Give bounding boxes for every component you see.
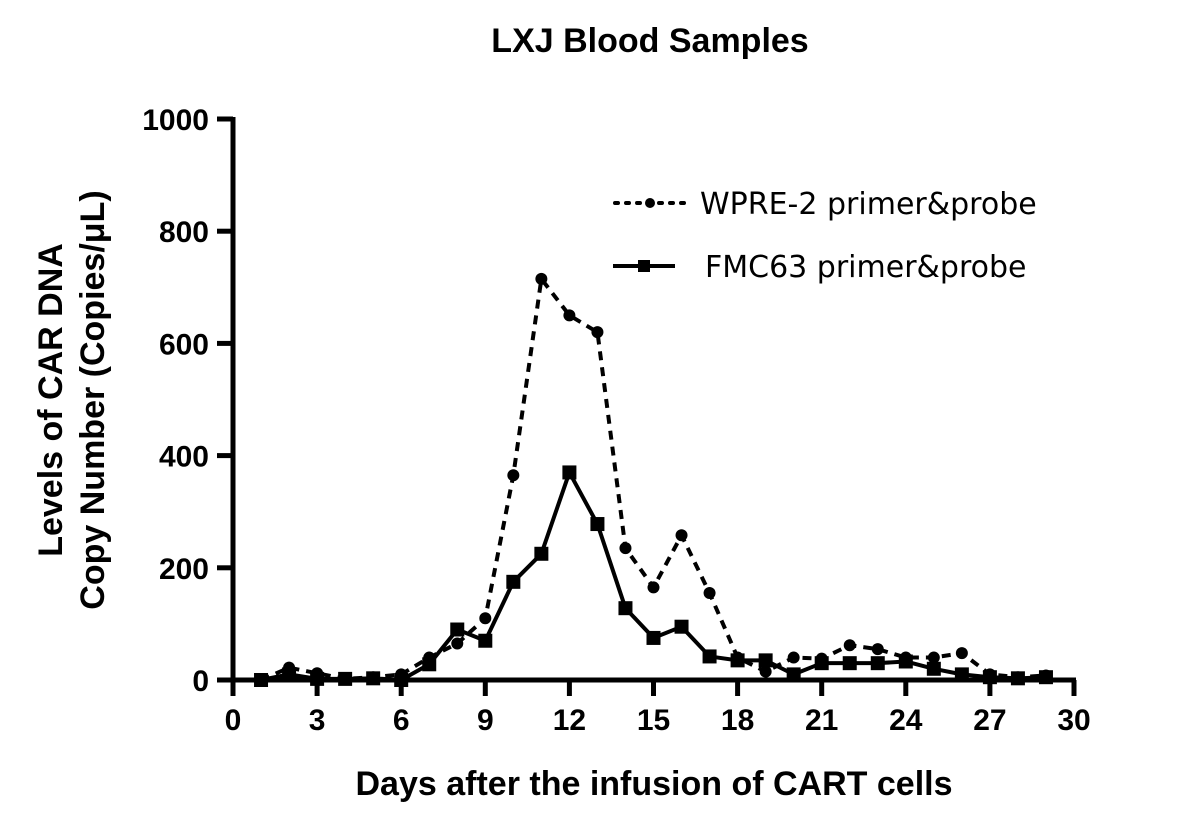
x-tick-label: 21 — [805, 704, 838, 737]
x-tick-label: 15 — [637, 704, 670, 737]
fmc63-point — [366, 671, 380, 685]
x-tick-label: 12 — [553, 704, 586, 737]
fmc63-point — [1039, 670, 1053, 684]
wpre-point — [760, 666, 772, 678]
fmc63-point — [310, 672, 324, 686]
fmc63-point — [338, 672, 352, 686]
fmc63-point — [675, 620, 689, 634]
fmc63-point — [618, 601, 632, 615]
x-tick-label: 9 — [477, 704, 494, 737]
fmc63-point — [787, 667, 801, 681]
fmc63-point — [927, 662, 941, 676]
x-tick-label: 24 — [889, 704, 923, 737]
fmc63-point — [647, 631, 661, 645]
legend-marker-wpre — [645, 198, 655, 208]
fmc63-point — [282, 667, 296, 681]
fmc63-point — [955, 667, 969, 681]
fmc63-point — [562, 465, 576, 479]
fmc63-point — [450, 623, 464, 637]
y-tick-label: 800 — [159, 216, 209, 249]
x-axis-label: Days after the infusion of CART cells — [356, 765, 953, 803]
x-tick-label: 18 — [721, 704, 754, 737]
chart-title: LXJ Blood Samples — [491, 22, 808, 60]
legend-label-wpre: WPRE-2 primer&probe — [700, 187, 1037, 222]
x-tick-label: 30 — [1057, 704, 1090, 737]
wpre-point — [479, 612, 491, 624]
fmc63-point — [815, 656, 829, 670]
legend: WPRE-2 primer&probe FMC63 primer&probe — [613, 187, 1037, 285]
fmc63-point — [983, 670, 997, 684]
y-tick-label: 0 — [192, 665, 209, 698]
legend-label-fmc63: FMC63 primer&probe — [705, 250, 1027, 285]
wpre-point — [704, 587, 716, 599]
fmc63-point — [871, 656, 885, 670]
fmc63-point — [899, 654, 913, 668]
fmc63-point — [478, 634, 492, 648]
wpre-point — [788, 652, 800, 664]
wpre-point — [591, 326, 603, 338]
wpre-point — [872, 643, 884, 655]
fmc63-point — [506, 575, 520, 589]
fmc63-line — [261, 472, 1046, 680]
fmc63-point — [534, 547, 548, 561]
x-tick-label: 3 — [309, 704, 326, 737]
x-tick-label: 0 — [225, 704, 242, 737]
wpre-point — [956, 647, 968, 659]
fmc63-point — [1011, 671, 1025, 685]
fmc63-point — [254, 673, 268, 687]
y-axis-label-line1: Levels of CAR DNA — [32, 243, 70, 557]
x-tick-label: 6 — [393, 704, 410, 737]
fmc63-point — [843, 656, 857, 670]
wpre-line — [261, 279, 1046, 680]
wpre-point — [676, 529, 688, 541]
wpre-point — [563, 309, 575, 321]
wpre-point — [844, 639, 856, 651]
y-tick-label: 400 — [159, 441, 209, 474]
fmc63-point — [422, 657, 436, 671]
y-axis-label-line2: Copy Number (Copies/μL) — [74, 190, 112, 609]
wpre-point — [451, 638, 463, 650]
wpre-point — [535, 273, 547, 285]
fmc63-point — [590, 517, 604, 531]
wpre-point — [648, 581, 660, 593]
x-tick-label: 27 — [973, 704, 1006, 737]
fmc63-point — [394, 673, 408, 687]
fmc63-point — [731, 653, 745, 667]
wpre-point — [507, 469, 519, 481]
legend-marker-fmc63 — [638, 260, 650, 272]
chart: LXJ Blood Samples Levels of CAR DNA Copy… — [0, 0, 1199, 826]
series-layer — [254, 273, 1053, 687]
fmc63-point — [703, 649, 717, 663]
y-tick-label: 200 — [159, 553, 209, 586]
wpre-point — [619, 542, 631, 554]
y-tick-label: 1000 — [142, 104, 209, 137]
fmc63-point — [759, 653, 773, 667]
wpre-point — [928, 652, 940, 664]
y-tick-label: 600 — [159, 328, 209, 361]
